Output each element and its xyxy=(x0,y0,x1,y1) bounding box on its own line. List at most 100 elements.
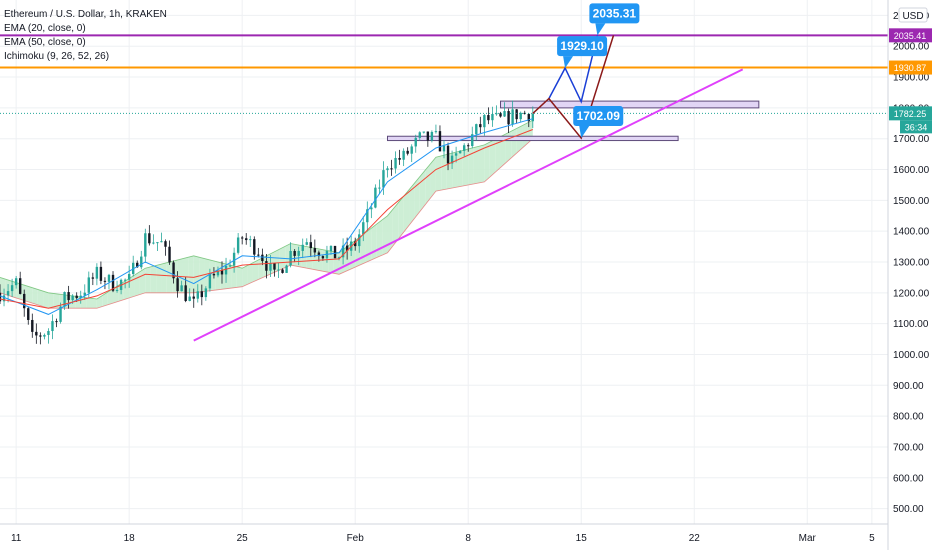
candle-body xyxy=(79,295,82,299)
candle-body xyxy=(394,157,397,169)
candle-body xyxy=(515,109,518,120)
bullish-projection[interactable] xyxy=(548,35,599,104)
price-callout[interactable]: 2035.31 xyxy=(589,3,640,36)
candle-body xyxy=(253,239,256,255)
cloud-segment xyxy=(150,265,157,293)
y-tick-label: 600.00 xyxy=(893,473,924,484)
candle-body xyxy=(454,153,458,156)
cloud-segment xyxy=(382,215,388,256)
cloud-segment xyxy=(43,291,49,309)
candle-body xyxy=(103,280,107,282)
price-callout[interactable]: 1702.09 xyxy=(573,106,624,139)
candle-body xyxy=(374,187,377,208)
y-tick-label: 1200.00 xyxy=(893,288,930,299)
callout-label: 1702.09 xyxy=(577,109,621,123)
x-tick-label: Feb xyxy=(347,533,365,544)
candle-body xyxy=(293,250,296,256)
candle-body xyxy=(257,254,260,256)
cloud-segment xyxy=(252,259,259,282)
cloud-segment xyxy=(312,247,318,271)
candle-body xyxy=(111,274,115,291)
candle-body xyxy=(309,242,312,249)
price-callout[interactable]: 1929.10 xyxy=(557,36,608,69)
candle-body xyxy=(160,241,163,243)
cloud-segment xyxy=(425,163,431,205)
candle-body xyxy=(196,291,199,299)
cloud-segment xyxy=(306,246,313,270)
candle-body xyxy=(51,321,54,332)
candle-body xyxy=(277,269,280,271)
cloud-segment xyxy=(193,255,200,293)
cloud-segment xyxy=(478,144,485,183)
cloud-segment xyxy=(182,257,189,293)
candle-body xyxy=(499,113,502,117)
candle-body xyxy=(10,285,14,292)
chart-title: Ethereum / U.S. Dollar, 1h, KRAKEN xyxy=(4,9,167,20)
candle-body xyxy=(305,242,308,245)
zone-rectangle[interactable] xyxy=(386,135,679,142)
candle-body xyxy=(95,266,99,279)
candle-body xyxy=(2,295,6,302)
cloud-segment xyxy=(484,142,490,182)
zones xyxy=(386,100,760,142)
cloud-segment xyxy=(522,122,528,149)
candle-body xyxy=(345,245,349,251)
candle-body xyxy=(487,115,490,121)
y-tick-label: 2000.00 xyxy=(893,42,930,53)
trendline-group[interactable] xyxy=(193,68,744,342)
callout-box xyxy=(557,36,608,57)
cloud-segment xyxy=(468,147,474,185)
cloud-segment xyxy=(500,133,506,168)
candle-body xyxy=(192,296,195,299)
candle-body xyxy=(43,334,46,337)
ema20-line xyxy=(0,118,533,315)
candle-body xyxy=(414,137,417,147)
candle-body xyxy=(495,113,498,115)
candle-body xyxy=(18,278,22,294)
cloud-segment xyxy=(188,255,194,293)
candle-body xyxy=(212,273,216,276)
candle-body xyxy=(188,296,191,301)
time-axis[interactable]: 11 18 25 Feb 8 15 22 Mar 5 xyxy=(11,533,875,544)
indicator-ichimoku[interactable]: Ichimoku (9, 26, 52, 26) xyxy=(4,51,109,62)
candle-body xyxy=(483,115,486,128)
candle-body xyxy=(479,124,482,128)
candle-body xyxy=(148,233,151,244)
trendline[interactable] xyxy=(193,68,744,342)
cloud-segment xyxy=(247,262,253,285)
candle-body xyxy=(6,291,10,296)
x-tick-label: 11 xyxy=(11,533,22,544)
y-tick-label: 700.00 xyxy=(893,442,924,453)
horizontal-lines[interactable] xyxy=(0,34,888,114)
candle-body xyxy=(136,262,139,268)
zone-rectangle[interactable] xyxy=(500,100,760,109)
indicator-ema20[interactable]: EMA (20, close, 0) xyxy=(4,23,86,34)
candle-body xyxy=(402,150,405,160)
price-badge-label: 2035.41 xyxy=(894,31,927,41)
candle-body xyxy=(273,263,276,270)
cloud-segment xyxy=(328,250,334,274)
cloud-segment xyxy=(48,292,54,309)
candle-body xyxy=(232,252,236,266)
candle-body xyxy=(140,256,143,268)
candle-body xyxy=(527,114,530,122)
candle-body xyxy=(14,278,18,286)
candle-body xyxy=(471,134,474,147)
candle-body xyxy=(438,131,442,152)
candle-body xyxy=(127,273,131,280)
price-badge xyxy=(889,60,932,75)
bearish-projection[interactable] xyxy=(532,35,615,140)
candle-body xyxy=(519,112,522,120)
indicator-ema50[interactable]: EMA (50, close, 0) xyxy=(4,37,86,48)
projections[interactable] xyxy=(532,35,615,140)
cloud-segment xyxy=(285,243,291,268)
candle-body xyxy=(261,254,264,262)
candle-body xyxy=(176,278,179,292)
currency-label[interactable]: USD xyxy=(898,7,928,23)
callouts[interactable]: 2035.31 1929.10 1702.09 xyxy=(557,3,640,139)
x-tick-label: 15 xyxy=(576,533,588,544)
cloud-segment xyxy=(166,261,173,293)
cloud-segment xyxy=(473,146,479,184)
callout-label: 1929.10 xyxy=(560,39,604,53)
